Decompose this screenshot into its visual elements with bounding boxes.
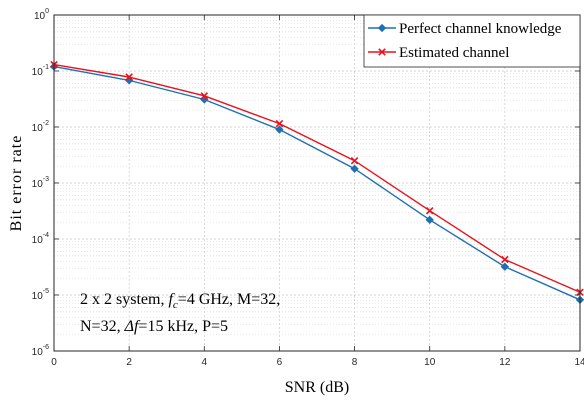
x-tick-label: 0 xyxy=(51,357,57,368)
plot-background xyxy=(54,15,580,351)
legend-label: Estimated channel xyxy=(399,45,509,61)
annotation: 2 x 2 system, fc=4 GHz, M=32, N=32, Δf=1… xyxy=(80,291,280,335)
data-point xyxy=(377,23,387,33)
annotation-line-2: N=32, Δf=15 kHz, P=5 xyxy=(80,318,228,335)
axis-ticks: 0 2 4 6 8 10 12 14 10-6 10-5 10-4 10-3 10-2 10-1 100 xyxy=(32,8,584,368)
marker-stroke xyxy=(200,92,209,100)
y-tick-label: 10-2 xyxy=(32,120,49,134)
marker-stroke xyxy=(378,48,386,56)
minor-grid xyxy=(54,17,580,335)
legend: Perfect channel knowledge Estimated chann… xyxy=(363,14,581,68)
marker-stroke xyxy=(125,73,133,81)
data-point xyxy=(275,119,284,128)
marker-stroke xyxy=(501,255,509,264)
y-tick-label: 10-5 xyxy=(32,288,49,302)
x-tick-label: 14 xyxy=(574,357,584,368)
legend-box xyxy=(363,14,581,68)
major-grid xyxy=(53,14,581,352)
data-point xyxy=(275,125,284,134)
x-tick-label: 8 xyxy=(352,357,358,368)
y-tick-label: 10-1 xyxy=(32,64,49,78)
data-point xyxy=(200,92,209,100)
y-axis-label: Bit error rate xyxy=(8,135,25,232)
x-tick-label: 2 xyxy=(126,357,132,368)
series-line xyxy=(53,63,581,293)
marker-stroke xyxy=(275,119,284,128)
legend-label: Perfect channel knowledge xyxy=(399,21,562,37)
y-tick-label: 10-4 xyxy=(32,232,49,246)
data-point xyxy=(501,255,509,264)
data-point xyxy=(350,156,359,165)
series-layer xyxy=(49,60,584,304)
data-point xyxy=(425,215,434,224)
y-tick-label: 10-3 xyxy=(32,176,49,190)
x-tick-label: 4 xyxy=(202,357,208,368)
marker-stroke xyxy=(350,156,359,165)
series-line xyxy=(53,65,581,301)
x-tick-label: 6 xyxy=(277,357,283,368)
annotation-line-1: 2 x 2 system, fc=4 GHz, M=32, xyxy=(80,291,280,311)
legend-item: Perfect channel knowledge xyxy=(368,21,562,37)
data-point xyxy=(500,262,510,271)
y-tick-label: 10-6 xyxy=(32,344,49,358)
y-tick-label: 100 xyxy=(34,8,49,22)
data-point xyxy=(378,48,386,56)
legend-item: Estimated channel xyxy=(368,45,509,61)
data-point xyxy=(350,164,359,173)
x-tick-label: 10 xyxy=(424,357,436,368)
data-point xyxy=(425,206,434,215)
x-tick-label: 12 xyxy=(499,357,511,368)
data-point xyxy=(125,73,133,81)
marker-stroke xyxy=(425,206,434,215)
x-axis-label: SNR (dB) xyxy=(285,379,349,396)
